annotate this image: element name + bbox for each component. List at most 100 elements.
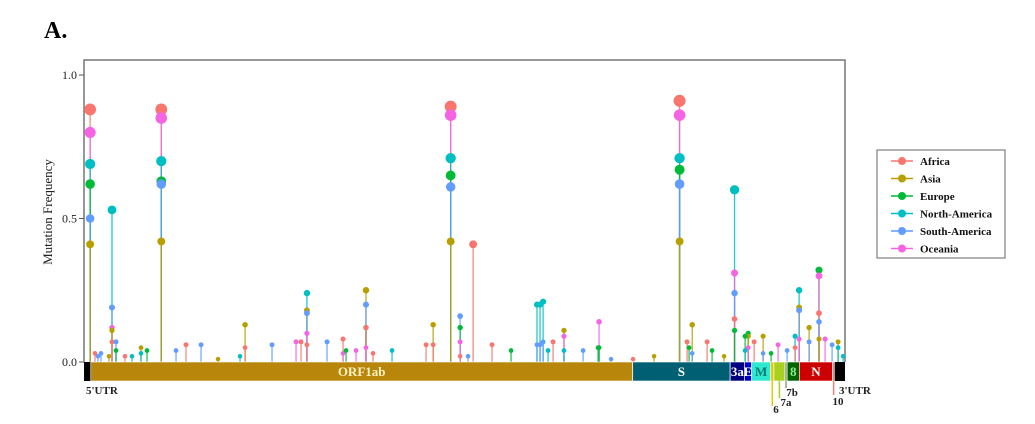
point-oceania [745,345,751,351]
point-south-america [689,351,695,356]
point-oceania [822,336,828,342]
point-asia [362,287,370,294]
gene-label: 10 [833,396,845,408]
legend-label: Africa [920,156,950,168]
point-asia [689,321,695,328]
point-africa [469,240,478,249]
point-north-america [729,185,740,195]
point-africa [673,94,686,107]
y-tick-label: 1.0 [62,68,77,82]
gene-label: ORF1ab [338,364,386,379]
point-north-america [795,287,803,294]
point-south-america [796,307,803,314]
point-africa [550,339,556,345]
point-south-america [784,348,790,353]
point-north-america [540,298,547,305]
gene-label: 7b [786,387,798,399]
legend-marker [898,192,906,200]
point-europe [674,164,685,175]
point-south-america [173,348,179,353]
point-africa [92,351,98,356]
gene-label: 8 [790,364,797,379]
point-north-america [85,158,96,170]
point-africa [340,336,346,342]
gene-label: N [811,364,821,379]
gene-6 [770,361,775,382]
legend-marker [898,227,906,235]
point-europe [343,348,349,353]
point-south-america [198,342,204,348]
legend-label: Asia [920,174,941,186]
point-south-america [108,304,115,311]
legend-label: Europe [920,191,955,203]
legend-label: North-America [920,209,993,221]
y-axis: 0.0 0.5 1.0 [62,68,84,369]
point-oceania [353,348,359,353]
point-south-america [156,179,167,189]
point-north-america [107,205,117,215]
gene-label: 6 [773,404,779,416]
stems [89,100,844,362]
point-south-america [760,351,766,356]
point-south-america [731,289,738,297]
point-asia [109,327,115,334]
point-south-america [113,339,119,345]
point-asia [157,237,166,246]
point-north-america [561,348,567,353]
point-north-america [674,153,685,164]
point-africa [84,103,97,116]
point-oceania [596,319,602,325]
gene-label: E [744,364,753,379]
point-south-america [540,339,546,345]
point-africa [155,103,168,116]
point-asia [675,237,684,246]
point-south-america [85,214,95,223]
legend-label: South-America [920,226,992,238]
point-africa [370,351,376,356]
point-africa [489,342,495,348]
point-north-america [129,353,135,359]
point-europe [508,348,514,353]
y-axis-label: Mutation Frequency [40,159,55,265]
gene-label: M [755,364,767,379]
point-south-america [829,342,835,348]
point-north-america [237,353,243,359]
point-africa [816,310,822,317]
point-north-america [545,348,551,353]
points [84,94,846,362]
point-south-america [95,353,101,359]
point-north-america [389,348,395,353]
point-africa [731,316,738,322]
point-oceania [731,269,739,277]
point-asia [446,237,455,246]
point-asia [651,353,657,359]
point-oceania [304,330,310,336]
point-europe [595,345,601,351]
plot-frame [83,59,846,362]
point-south-america [304,310,310,317]
point-north-america [156,155,167,167]
gene-label: 7a [781,397,793,409]
point-africa [423,342,429,348]
point-africa [183,342,189,348]
point-europe [731,327,738,334]
point-asia [721,353,727,359]
point-asia [242,321,248,328]
point-asia [215,356,221,362]
legend-marker [898,209,906,218]
point-north-america [840,353,846,359]
gene-label: 3a [731,364,745,379]
point-south-america [465,353,471,359]
legend-marker [898,244,906,253]
point-africa [430,342,436,348]
y-tick-label: 0.0 [62,355,77,369]
point-asia [106,353,112,359]
point-africa [630,356,636,362]
y-tick-label: 0.5 [62,212,77,226]
point-africa [792,345,798,351]
point-africa [751,339,757,345]
point-africa [122,353,128,359]
point-south-america [324,339,330,345]
point-oceania [340,351,346,356]
